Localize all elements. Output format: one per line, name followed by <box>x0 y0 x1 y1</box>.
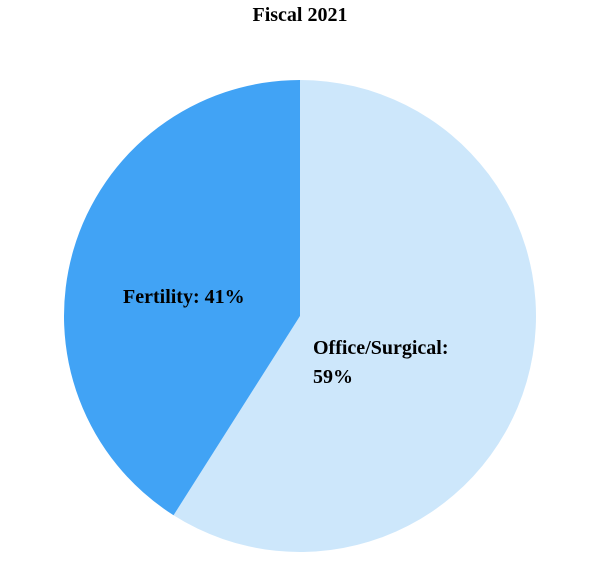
slice-label-fertility: Fertility: 41% <box>123 286 245 308</box>
pie-slice-office-surgical <box>173 80 536 552</box>
slice-label-office-surgical: Office/Surgical: 59% <box>313 337 449 388</box>
chart-title: Fiscal 2021 <box>252 4 348 26</box>
pie-slice-fertility <box>63 80 300 516</box>
